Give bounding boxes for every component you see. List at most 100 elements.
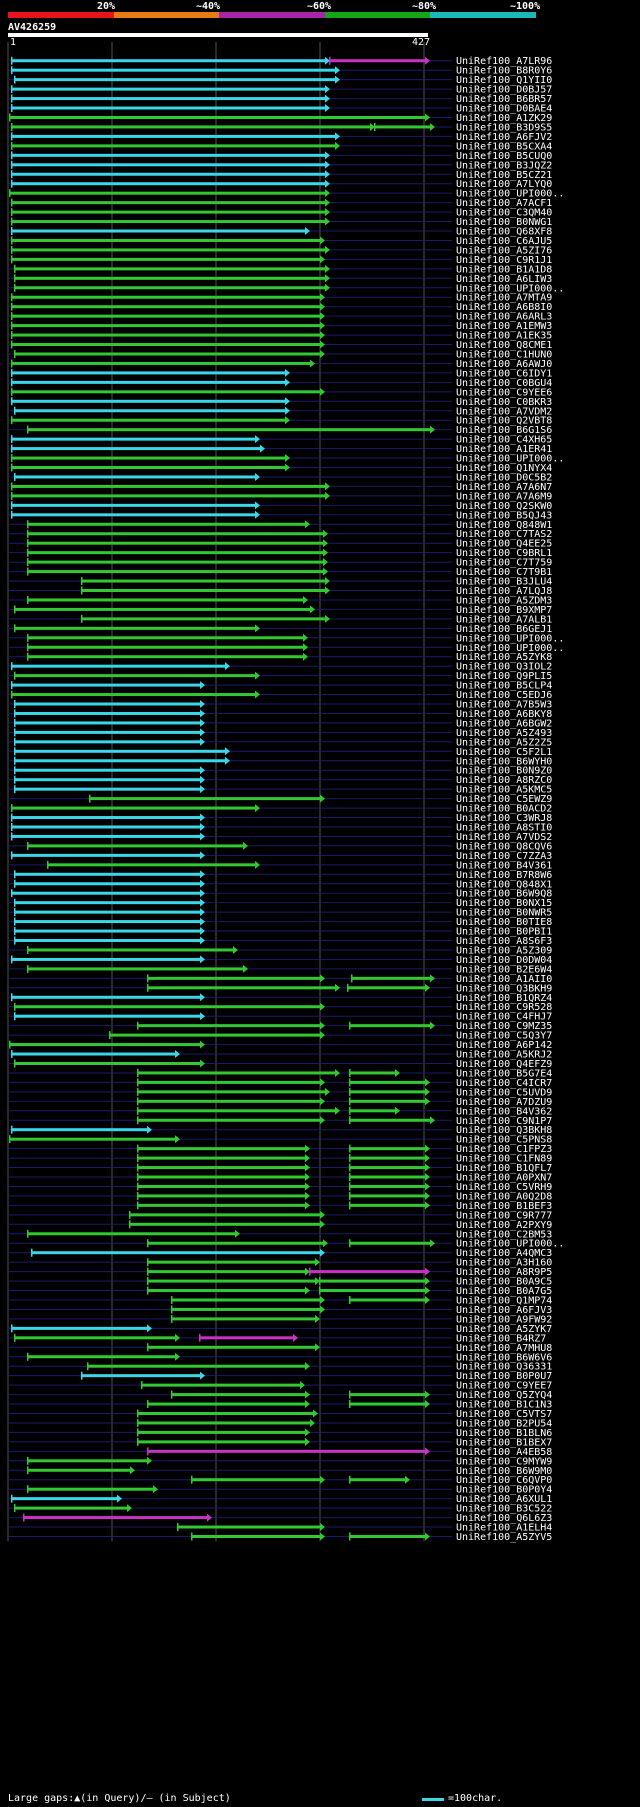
hit-name-label: UniRef100_B1BEX7 [456, 1437, 552, 1448]
hit-segment-bar [15, 1014, 201, 1018]
hit-segment-arrow [325, 170, 330, 179]
hit-segment-bar [12, 380, 286, 384]
hit-segment-start-tick [147, 1239, 149, 1248]
hit-segment-start-tick [27, 964, 29, 973]
hit-segment-bar [148, 1289, 306, 1293]
hit-segment-start-tick [11, 245, 13, 254]
query-length: 427 [412, 37, 431, 48]
hit-segment-start-tick [14, 1333, 16, 1342]
hit-segment-start-tick [137, 1087, 139, 1096]
hit-name-label: UniRef100_A8RZC0 [456, 775, 552, 786]
hit-segment-start-tick [147, 1447, 149, 1456]
hit-segment-bar [28, 560, 324, 564]
hit-name-label: UniRef100_C9YEE7 [456, 1381, 552, 1392]
hit-name-label: UniRef100_Q1NYX4 [456, 463, 552, 474]
hit-name-label: UniRef100_C1FPZ3 [456, 1144, 552, 1155]
hit-segment-start-tick [14, 1059, 16, 1068]
hit-segment-bar [138, 1412, 314, 1416]
hit-segment-start-tick [147, 974, 149, 983]
hit-segment-bar [28, 598, 304, 602]
hit-segment-bar [350, 1099, 426, 1103]
hit-segment-bar [28, 1355, 176, 1359]
hit-name-label: UniRef100_UPI000.. [456, 189, 564, 200]
hit-segment-arrow [233, 945, 238, 954]
hit-segment-start-tick [27, 520, 29, 529]
hit-segment-start-tick [9, 1040, 11, 1049]
hit-segment-arrow [325, 217, 330, 226]
hit-segment-bar [12, 664, 226, 668]
hit-segment-arrow [425, 1201, 430, 1210]
hit-segment-arrow [305, 1267, 310, 1276]
hit-segment-start-tick [14, 264, 16, 273]
hit-segment-start-tick [319, 1286, 321, 1295]
hit-name-label: UniRef100_C6IDY1 [456, 368, 552, 379]
hit-segment-start-tick [137, 1418, 139, 1427]
hit-segment-bar [12, 1497, 118, 1501]
hit-segment-bar [12, 172, 326, 176]
hit-segment-start-tick [11, 368, 13, 377]
hit-name-label: UniRef100_B2PU54 [456, 1418, 552, 1429]
hit-segment-start-tick [349, 1390, 351, 1399]
hit-segment-bar [320, 1279, 426, 1283]
hit-segment-start-tick [171, 1305, 173, 1314]
hit-name-label: UniRef100_C7T9B1 [456, 567, 552, 578]
hit-segment-arrow [303, 633, 308, 642]
hit-segment-bar [15, 882, 201, 886]
hit-name-label: UniRef100_A7LYQ0 [456, 179, 552, 190]
hit-segment-start-tick [27, 643, 29, 652]
hit-segment-arrow [305, 520, 310, 529]
hit-segment-start-tick [47, 860, 49, 869]
hit-name-label: UniRef100_B0NX15 [456, 898, 552, 909]
hit-segment-start-tick [11, 662, 13, 671]
hit-segment-bar [192, 1534, 321, 1538]
hit-segment-start-tick [319, 1277, 321, 1286]
hit-segment-start-tick [349, 1078, 351, 1087]
hit-segment-bar [28, 967, 244, 971]
hit-segment-start-tick [11, 312, 13, 321]
hit-name-label: UniRef100_B0TIE8 [456, 917, 552, 928]
hit-segment-bar [350, 1241, 431, 1245]
hit-segment-bar [110, 1033, 321, 1037]
hit-name-label: UniRef100_B2E6W4 [456, 964, 552, 975]
hit-segment-arrow [305, 1173, 310, 1182]
hit-segment-arrow [310, 359, 315, 368]
hit-segment-bar [28, 570, 324, 574]
hit-segment-arrow [320, 331, 325, 340]
hit-segment-arrow [255, 671, 260, 680]
hit-segment-start-tick [14, 766, 16, 775]
hit-name-label: UniRef100_A2PXY9 [456, 1220, 552, 1231]
hit-segment-arrow [305, 1400, 310, 1409]
hit-segment-start-tick [147, 1258, 149, 1267]
hit-segment-start-tick [137, 1163, 139, 1172]
hit-segment-start-tick [11, 690, 13, 699]
hit-segment-bar [12, 1052, 176, 1056]
hit-segment-start-tick [14, 700, 16, 709]
hit-segment-arrow [255, 690, 260, 699]
hit-segment-bar [350, 1402, 426, 1406]
hit-segment-arrow [430, 122, 435, 131]
hit-name-label: UniRef100_B0A9C5 [456, 1277, 552, 1288]
hit-name-label: UniRef100_Q848X1 [456, 879, 552, 890]
hit-name-label: UniRef100_A6XUL1 [456, 1494, 552, 1505]
hit-segment-start-tick [27, 1229, 29, 1238]
hit-segment-bar [15, 920, 201, 924]
hit-segment-bar [172, 1317, 316, 1321]
hit-segment-arrow [320, 794, 325, 803]
hit-name-label: UniRef100_Q848W1 [456, 520, 552, 531]
hit-segment-start-tick [14, 756, 16, 765]
hit-name-label: UniRef100_Q3BKH8 [456, 1125, 552, 1136]
hit-segment-bar [12, 97, 326, 101]
hit-segment-bar [15, 939, 201, 943]
hit-segment-start-tick [11, 160, 13, 169]
hit-segment-bar [15, 1336, 176, 1340]
hit-segment-arrow [260, 444, 265, 453]
legend-color-5 [430, 12, 536, 18]
hit-segment-start-tick [27, 539, 29, 548]
hit-name-label: UniRef100_C9MZ35 [456, 1021, 552, 1032]
hit-segment-arrow [200, 1371, 205, 1380]
hit-name-label: UniRef100_B4RZ7 [456, 1333, 546, 1344]
hit-name-label: UniRef100_C9R777 [456, 1210, 552, 1221]
hit-name-label: UniRef100_B4V361 [456, 860, 552, 871]
hit-segment-bar [12, 825, 201, 829]
hit-name-label: UniRef100_A6FJV2 [456, 132, 552, 143]
